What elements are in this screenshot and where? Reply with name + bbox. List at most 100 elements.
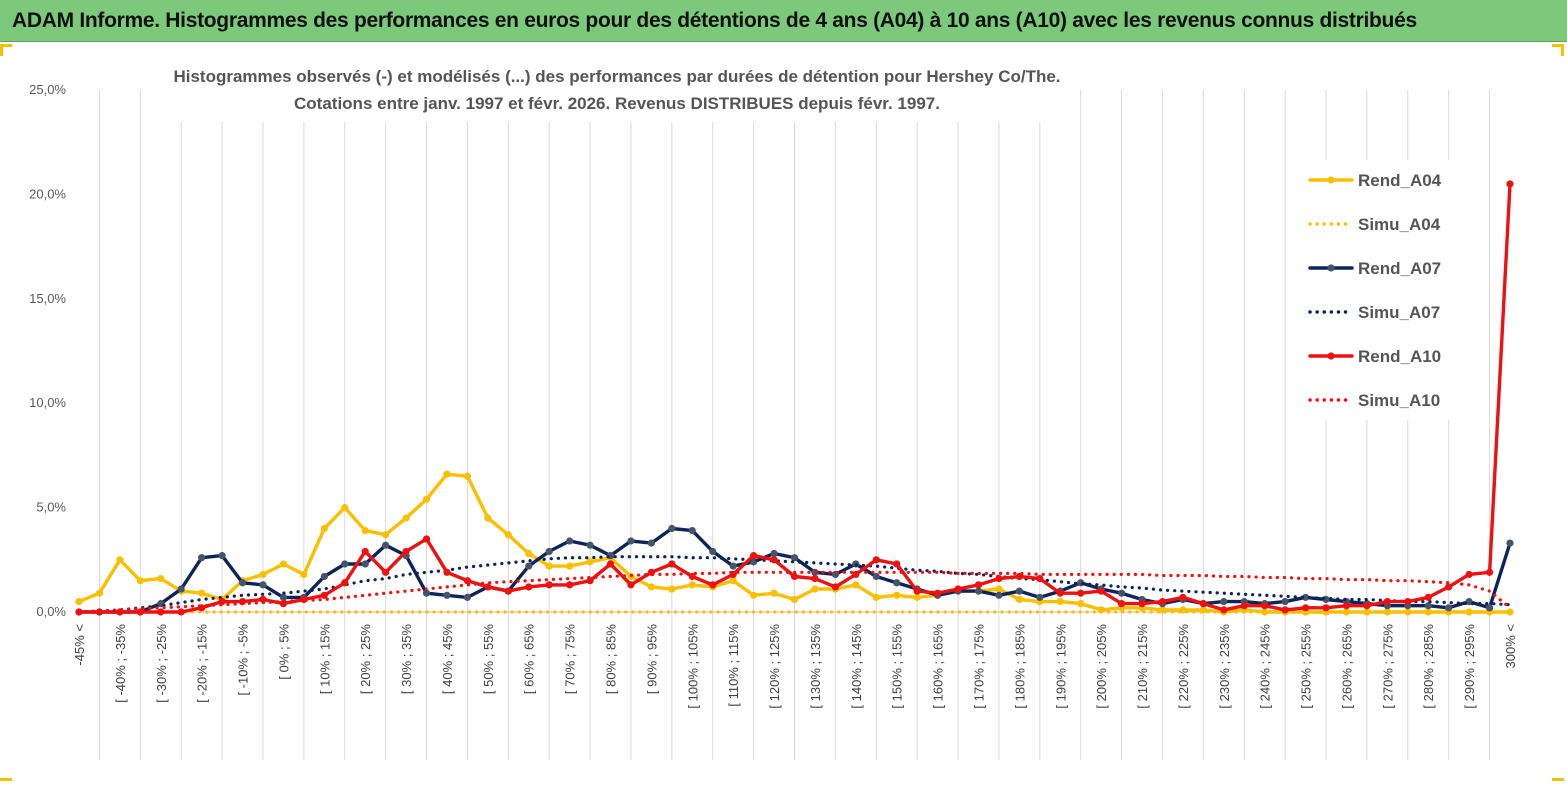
- data-point-rend_a10: [974, 581, 983, 589]
- y-tick-label: 0,0%: [36, 604, 66, 619]
- data-point-rend_a07: [177, 585, 185, 593]
- data-point-rend_a10: [525, 583, 533, 591]
- data-point-rend_a10: [831, 583, 839, 591]
- x-tick-label: [ 10% ; 15%: [317, 624, 332, 695]
- data-point-rend_a07: [218, 552, 226, 560]
- chart-title: Histogrammes observés (-) et modélisés (…: [173, 67, 1060, 86]
- data-point-rend_a10: [566, 581, 574, 589]
- x-tick-label: [ 170% ; 175%: [971, 624, 986, 709]
- data-point-rend_a04: [116, 556, 124, 564]
- data-point-rend_a10: [811, 574, 819, 583]
- data-point-rend_a07: [443, 591, 451, 599]
- x-tick-label: [ 90% ; 95%: [644, 624, 659, 695]
- legend-label-rend_a04: Rend_A04: [1358, 171, 1442, 190]
- x-tick-label: 300% <: [1503, 624, 1518, 668]
- data-point-rend_a04: [259, 570, 267, 579]
- data-point-rend_a04: [995, 585, 1003, 593]
- legend-label-rend_a10: Rend_A10: [1358, 347, 1441, 366]
- data-point-rend_a10: [1056, 589, 1064, 597]
- data-point-rend_a07: [729, 562, 737, 570]
- x-tick-label: [ -20% ; -15%: [195, 624, 210, 703]
- data-point-rend_a07: [259, 581, 267, 589]
- data-point-rend_a07: [1424, 602, 1432, 610]
- data-point-rend_a04: [1015, 595, 1023, 604]
- data-point-rend_a04: [1506, 608, 1514, 616]
- data-point-rend_a04: [790, 595, 799, 604]
- data-point-rend_a10: [259, 595, 267, 604]
- data-point-rend_a10: [1301, 604, 1310, 612]
- data-point-rend_a04: [341, 504, 349, 512]
- data-point-rend_a10: [177, 608, 185, 616]
- data-point-rend_a07: [279, 593, 288, 601]
- data-point-rend_a04: [566, 562, 574, 570]
- x-tick-label: [ 130% ; 135%: [808, 624, 823, 709]
- data-point-rend_a07: [668, 524, 676, 533]
- x-tick-label: [ 150% ; 155%: [890, 624, 905, 709]
- x-tick-label: [ 20% ; 25%: [358, 624, 373, 695]
- data-point-rend_a10: [790, 572, 799, 581]
- data-point-rend_a10: [750, 552, 758, 560]
- data-point-rend_a10: [893, 560, 901, 568]
- data-point-rend_a10: [1485, 568, 1494, 576]
- data-point-rend_a10: [402, 547, 410, 556]
- y-tick-label: 20,0%: [29, 186, 66, 201]
- data-point-rend_a10: [1117, 600, 1126, 608]
- data-point-rend_a07: [647, 539, 656, 547]
- x-tick-label: [ 200% ; 205%: [1094, 624, 1109, 709]
- y-tick-label: 10,0%: [29, 395, 66, 410]
- x-tick-label: [ 270% ; 275%: [1380, 624, 1395, 709]
- data-point-rend_a07: [872, 572, 880, 581]
- x-tick-label: [ -30% ; -25%: [154, 624, 169, 703]
- data-point-rend_a10: [1445, 583, 1453, 591]
- report-banner: ADAM Informe. Histogrammes des performan…: [0, 0, 1567, 42]
- data-point-rend_a10: [872, 556, 880, 564]
- data-point-rend_a04: [136, 577, 144, 585]
- data-point-rend_a04: [913, 593, 921, 601]
- legend-marker-rend_a07: [1327, 264, 1335, 272]
- data-point-rend_a10: [1240, 602, 1248, 610]
- legend-marker-rend_a10: [1327, 352, 1335, 360]
- data-point-rend_a07: [545, 547, 553, 556]
- frame-corner-tr-v: [1561, 44, 1564, 56]
- data-point-rend_a10: [1465, 570, 1473, 579]
- data-point-rend_a10: [463, 577, 472, 585]
- data-point-rend_a04: [279, 560, 288, 568]
- data-point-rend_a04: [361, 526, 369, 535]
- data-point-rend_a04: [586, 558, 594, 566]
- data-point-rend_a07: [586, 541, 594, 549]
- data-point-rend_a07: [974, 587, 983, 595]
- x-tick-label: [ 0% ; 5%: [276, 624, 291, 680]
- data-point-rend_a10: [504, 587, 512, 595]
- data-point-rend_a10: [422, 535, 431, 543]
- data-point-rend_a10: [770, 556, 778, 564]
- data-point-rend_a10: [341, 579, 349, 587]
- data-point-rend_a10: [361, 547, 369, 556]
- legend-label-rend_a07: Rend_A07: [1358, 259, 1441, 278]
- data-point-rend_a04: [157, 574, 165, 583]
- data-point-rend_a04: [75, 597, 83, 606]
- data-point-rend_a07: [1445, 604, 1453, 612]
- data-point-rend_a04: [443, 470, 451, 478]
- data-point-rend_a04: [95, 589, 104, 597]
- data-point-rend_a10: [688, 572, 696, 581]
- legend-label-simu_a04: Simu_A04: [1358, 215, 1441, 234]
- title-background: [150, 60, 1076, 122]
- data-point-rend_a10: [913, 587, 921, 595]
- data-point-rend_a04: [811, 585, 819, 593]
- x-tick-label: [ 240% ; 245%: [1258, 624, 1273, 709]
- x-tick-label: -45% <: [72, 624, 87, 666]
- x-tick-label: [ 190% ; 195%: [1053, 624, 1068, 709]
- series-layer: [75, 180, 1514, 616]
- data-point-rend_a10: [995, 574, 1003, 583]
- data-point-rend_a07: [320, 572, 328, 581]
- data-point-rend_a10: [320, 591, 328, 599]
- data-point-rend_a07: [790, 554, 799, 562]
- data-point-rend_a10: [627, 581, 635, 589]
- x-tick-label: [ 120% ; 125%: [767, 624, 782, 709]
- data-point-rend_a10: [545, 581, 553, 589]
- data-point-rend_a10: [1220, 606, 1228, 614]
- data-point-rend_a07: [1506, 539, 1514, 547]
- data-point-rend_a04: [750, 591, 758, 599]
- legend-background: [1296, 160, 1456, 420]
- data-point-rend_a07: [1281, 597, 1289, 606]
